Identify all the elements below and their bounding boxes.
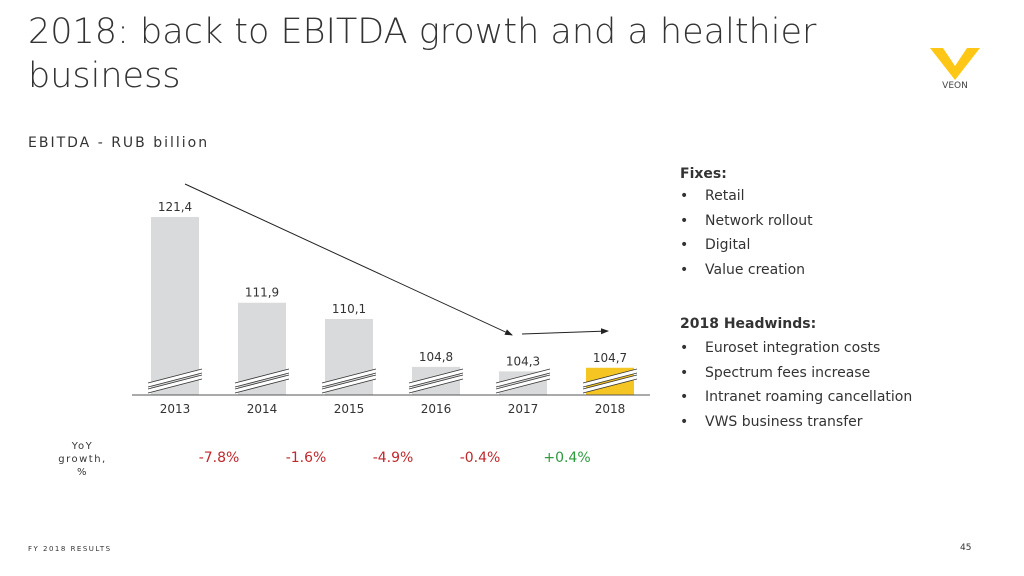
axis-break-mark: [582, 369, 638, 387]
data-label: 104,3: [506, 354, 540, 368]
veon-logo-icon: [930, 48, 980, 80]
yoy-value: -0.4%: [459, 450, 501, 466]
headwinds-heading: 2018 Headwinds:: [680, 316, 817, 332]
data-label: 110,1: [332, 302, 366, 316]
axis-break-line: [234, 378, 290, 394]
axis-break-line: [321, 368, 377, 384]
axis-break-line: [408, 372, 464, 388]
x-tick-label: 2015: [334, 402, 365, 416]
axis-break-line: [582, 368, 638, 384]
page-number: 45: [960, 543, 972, 553]
axis-break-line: [408, 368, 464, 384]
axis-break-line: [408, 374, 464, 390]
axis-break-line: [234, 368, 290, 384]
bar-2013: [151, 216, 199, 395]
axis-break-mark: [321, 369, 377, 387]
bullet-item: • Spectrum fees increase: [680, 364, 871, 381]
axis-break-line: [495, 378, 551, 394]
yoy-value: -7.8%: [198, 450, 240, 466]
bullet-item: • Digital: [680, 237, 751, 253]
axis-break-line: [321, 374, 377, 390]
logo-text: VEON: [942, 81, 968, 91]
footer-text: FY 2018 RESULTS: [28, 545, 112, 553]
yoy-value: -4.9%: [372, 450, 414, 466]
x-tick-label: 2014: [247, 402, 278, 416]
axis-break-mark: [582, 375, 638, 393]
axis-break-mark: [234, 369, 290, 387]
axis-break-mark: [147, 375, 203, 393]
axis-break-line: [147, 368, 203, 384]
axis-break-mark: [147, 369, 203, 387]
x-tick-label: 2013: [160, 402, 191, 416]
axis-break-line: [147, 372, 203, 388]
bullet-item: • VWS business transfer: [680, 413, 863, 430]
x-tick-label: 2017: [508, 402, 539, 416]
axis-break-line: [408, 378, 464, 394]
axis-break-mark: [321, 375, 377, 393]
axis-break-mark: [234, 375, 290, 393]
axis-break-mark: [408, 375, 464, 393]
axis-break-line: [234, 374, 290, 390]
data-label: 104,7: [593, 351, 627, 365]
data-label: 121,4: [158, 200, 192, 214]
bullet-item: • Network rollout: [680, 212, 813, 229]
page-title: 2018: back to EBITDA growth and a health…: [28, 12, 817, 96]
axis-break-line: [321, 378, 377, 394]
axis-break-line: [582, 378, 638, 394]
bullet-item: • Retail: [680, 188, 745, 204]
yoy-value: -1.6%: [285, 450, 327, 466]
trend-arrow-up: [521, 328, 609, 335]
x-tick-label: 2018: [595, 402, 626, 416]
fixes-heading: Fixes:: [680, 166, 727, 182]
data-label: 111,9: [245, 286, 279, 300]
axis-break-line: [495, 374, 551, 390]
bullet-item: • Euroset integration costs: [680, 340, 881, 356]
axis-break-line: [234, 372, 290, 388]
axis-break-mark: [495, 375, 551, 393]
yoy-label: YoY growth, %: [58, 441, 107, 478]
axis-break-line: [495, 372, 551, 388]
axis-break-mark: [408, 369, 464, 387]
bullet-item: • Value creation: [680, 261, 806, 278]
axis-break-line: [582, 374, 638, 390]
axis-break-line: [582, 372, 638, 388]
chart-subtitle: EBITDA - RUB billion: [28, 135, 210, 151]
trend-arrow-down: [184, 183, 513, 336]
yoy-value: +0.4%: [543, 450, 591, 466]
data-label: 104,8: [419, 350, 453, 364]
x-tick-label: 2016: [421, 402, 452, 416]
axis-break-line: [147, 378, 203, 394]
axis-break-line: [147, 374, 203, 390]
axis-break-line: [495, 368, 551, 384]
axis-break-line: [321, 372, 377, 388]
bullet-item: • Intranet roaming cancellation: [680, 389, 913, 405]
axis-break-mark: [495, 369, 551, 387]
